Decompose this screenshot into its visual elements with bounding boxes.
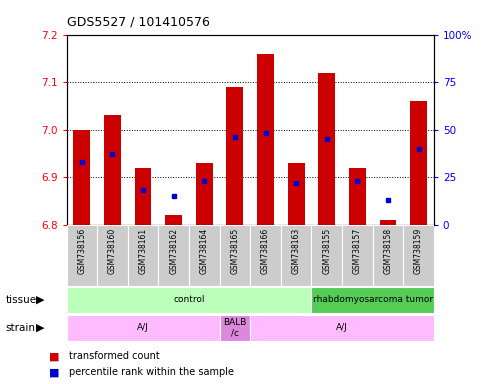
Bar <box>380 220 396 225</box>
Text: ■: ■ <box>49 351 60 361</box>
Bar <box>342 225 373 286</box>
Text: rhabdomyosarcoma tumor: rhabdomyosarcoma tumor <box>313 295 433 305</box>
Text: GDS5527 / 101410576: GDS5527 / 101410576 <box>67 15 210 28</box>
Bar <box>257 53 274 225</box>
Text: A/J: A/J <box>336 323 348 333</box>
Text: strain: strain <box>6 323 36 333</box>
Text: GSM738164: GSM738164 <box>200 228 209 274</box>
Text: percentile rank within the sample: percentile rank within the sample <box>69 367 234 377</box>
Text: GSM738162: GSM738162 <box>169 228 178 274</box>
Bar <box>349 167 366 225</box>
Text: GSM738158: GSM738158 <box>384 228 392 274</box>
Text: GSM738166: GSM738166 <box>261 228 270 274</box>
Bar <box>288 163 305 225</box>
Text: GSM738163: GSM738163 <box>291 228 301 274</box>
Text: GSM738156: GSM738156 <box>77 228 86 274</box>
Text: GSM738161: GSM738161 <box>139 228 147 274</box>
Bar <box>219 225 250 286</box>
Text: GSM738160: GSM738160 <box>108 228 117 274</box>
Bar <box>373 225 403 286</box>
Text: control: control <box>173 295 205 305</box>
Bar <box>128 225 158 286</box>
Bar <box>158 225 189 286</box>
Bar <box>67 225 97 286</box>
Bar <box>250 315 434 341</box>
Bar <box>410 101 427 225</box>
Bar <box>135 167 151 225</box>
Bar <box>189 225 219 286</box>
Text: ▶: ▶ <box>35 295 44 305</box>
Text: GSM738165: GSM738165 <box>230 228 240 274</box>
Bar <box>97 225 128 286</box>
Text: BALB
/c: BALB /c <box>223 318 246 338</box>
Bar <box>403 225 434 286</box>
Bar <box>67 287 312 313</box>
Text: tissue: tissue <box>6 295 37 305</box>
Text: GSM738155: GSM738155 <box>322 228 331 274</box>
Bar <box>226 87 244 225</box>
Bar <box>281 225 312 286</box>
Bar <box>165 215 182 225</box>
Bar <box>318 73 335 225</box>
Bar <box>73 129 90 225</box>
Bar <box>219 315 250 341</box>
Text: ▶: ▶ <box>35 323 44 333</box>
Text: ■: ■ <box>49 367 60 377</box>
Bar <box>250 225 281 286</box>
Text: A/J: A/J <box>137 323 149 333</box>
Text: GSM738159: GSM738159 <box>414 228 423 274</box>
Text: GSM738157: GSM738157 <box>353 228 362 274</box>
Bar <box>104 115 121 225</box>
Text: transformed count: transformed count <box>69 351 160 361</box>
Bar <box>196 163 212 225</box>
Bar <box>67 315 219 341</box>
Bar <box>312 287 434 313</box>
Bar <box>312 225 342 286</box>
